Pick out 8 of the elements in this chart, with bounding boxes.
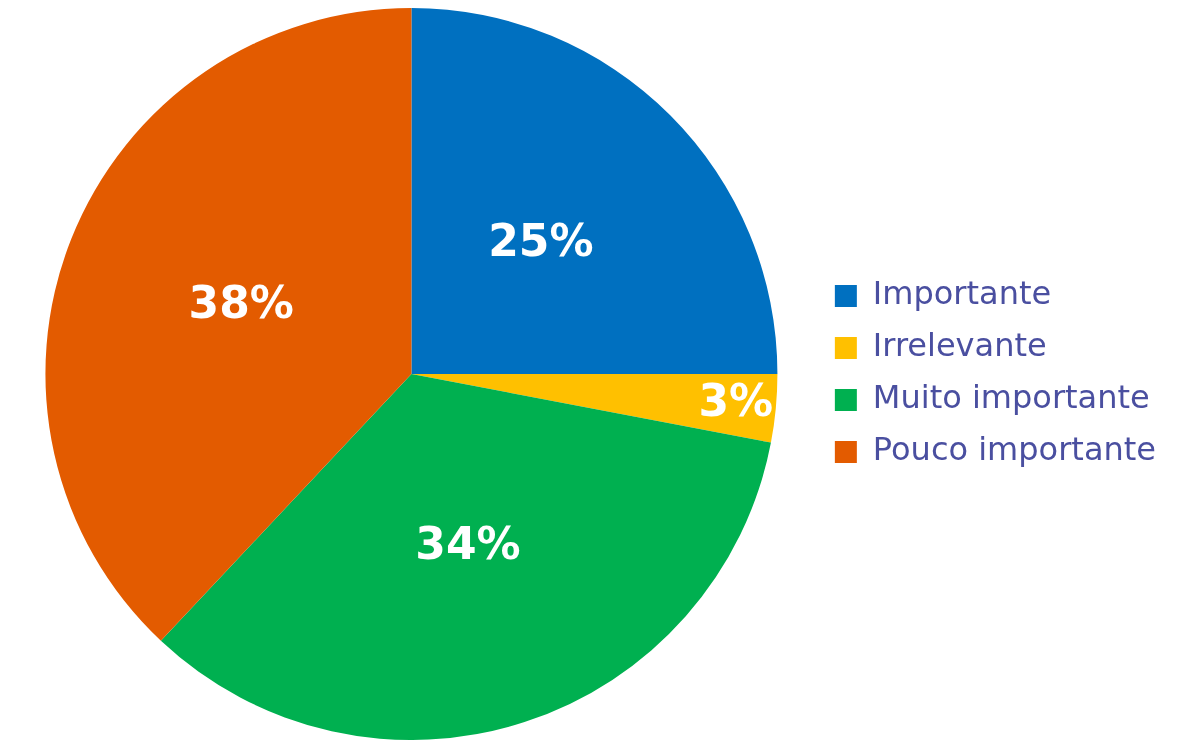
legend-label: Importante	[872, 274, 1052, 313]
data-label: 34%	[415, 518, 521, 570]
legend-label: Irrelevante	[872, 326, 1047, 365]
data-label: 38%	[188, 277, 294, 329]
data-label: 3%	[698, 375, 774, 427]
legend-label: Muito importante	[872, 378, 1150, 417]
legend-label: Pouco importante	[872, 430, 1156, 469]
data-label: 25%	[488, 215, 594, 267]
